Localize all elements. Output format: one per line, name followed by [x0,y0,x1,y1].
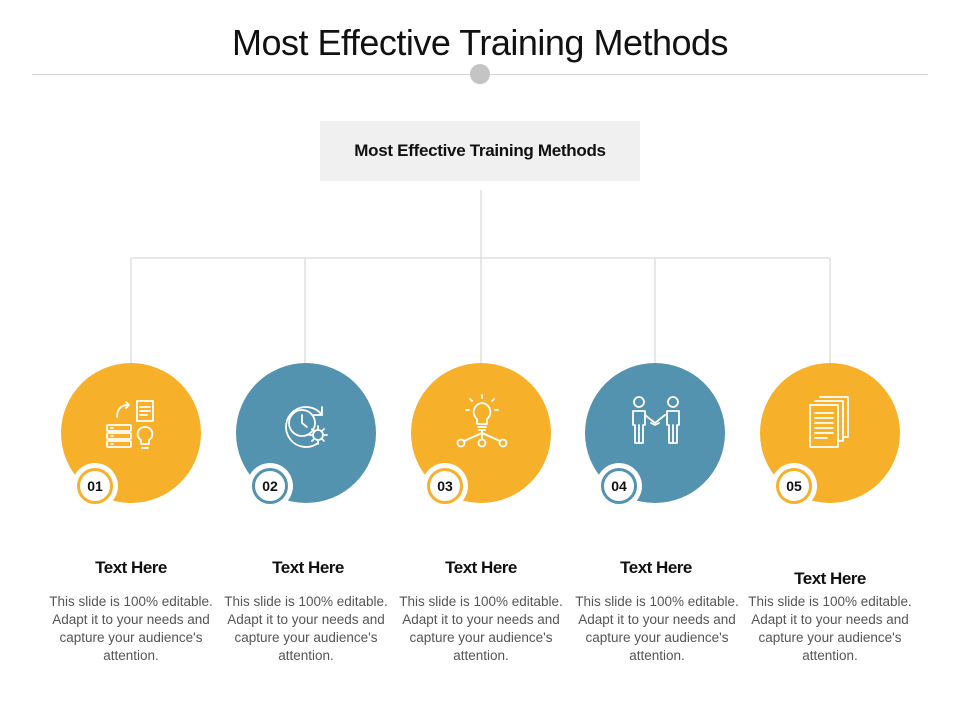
number-badge: 02 [247,463,293,509]
number-badge-label: 05 [776,468,812,504]
clock-gear-icon [285,406,328,448]
number-badge-label: 03 [427,468,463,504]
number-badge-label: 04 [601,468,637,504]
item-description: This slide is 100% editable. Adapt it to… [748,594,912,663]
number-badge-label: 02 [252,468,288,504]
item-heading: Text Here [95,558,167,577]
item-description: This slide is 100% editable. Adapt it to… [49,594,213,663]
slide-title: Most Effective Training Methods [231,22,729,63]
number-badge: 05 [771,463,817,509]
item-description: This slide is 100% editable. Adapt it to… [224,594,388,663]
item-heading: Text Here [620,558,692,577]
number-badge: 03 [422,463,468,509]
lightbulb-network-icon [456,394,508,448]
number-badge: 04 [596,463,642,509]
item-description: This slide is 100% editable. Adapt it to… [575,594,739,663]
item-heading: Text Here [272,558,344,577]
root-node-label: Most Effective Training Methods [354,141,606,160]
item-heading: Text Here [794,569,866,588]
handshake-icon [632,396,680,444]
number-badge-label: 01 [77,468,113,504]
item-heading: Text Here [445,558,517,577]
number-badge: 01 [72,463,118,509]
root-node: Most Effective Training Methods [320,121,640,181]
documents-icon [809,396,849,448]
title-divider-dot [470,64,490,84]
item-description: This slide is 100% editable. Adapt it to… [399,594,563,663]
server-idea-icon [106,400,154,449]
